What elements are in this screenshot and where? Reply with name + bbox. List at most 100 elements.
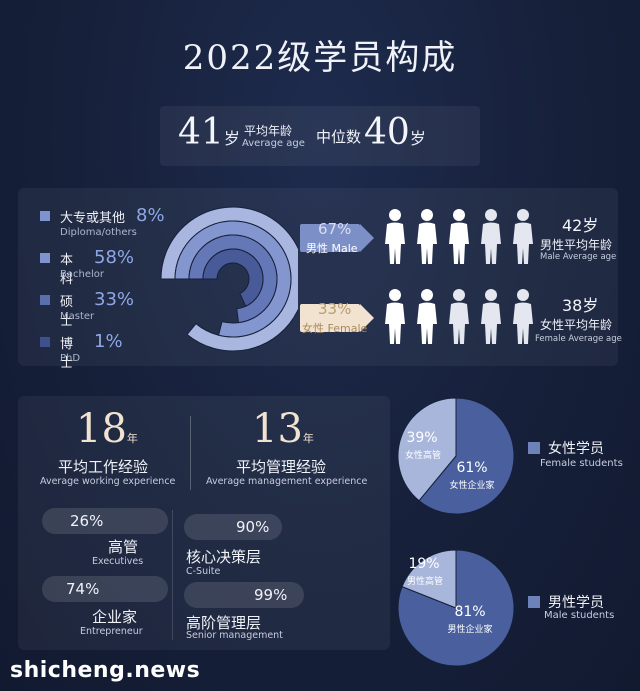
- median-age-unit: 岁: [409, 129, 426, 148]
- female-person-icon: [481, 289, 501, 344]
- average-age-unit: 岁: [223, 129, 240, 148]
- education-radial-chart: [160, 206, 298, 352]
- phd-percent: 1%: [94, 331, 123, 352]
- female-exec-label: 女性高管: [404, 451, 441, 461]
- bachelor-percent: 58%: [94, 247, 135, 268]
- entrepreneur-label: 企业家: [92, 608, 138, 626]
- male-person-icon: [385, 209, 405, 264]
- csuite-label: 核心决策层: [186, 548, 262, 566]
- phd-swatch: [40, 337, 50, 347]
- senior-percent: 99%: [254, 586, 288, 604]
- master-swatch: [40, 295, 50, 305]
- diploma-label: 大专或其他: [60, 211, 126, 226]
- work-experience: 18年: [76, 406, 138, 452]
- female-entrepreneur-slice: [418, 397, 515, 515]
- female-person-icon: [417, 289, 437, 344]
- page-title: 2022级学员构成: [182, 38, 458, 78]
- male-entre-label: 男性企业家: [447, 625, 493, 635]
- radial-master: [188, 234, 278, 324]
- management-experience-label: 平均管理经验: [236, 458, 327, 476]
- roles-divider: [172, 510, 173, 640]
- male-person-icon: [417, 209, 437, 264]
- executives-label-en: Executives: [92, 556, 144, 567]
- csuite-percent: 90%: [236, 518, 270, 536]
- male-legend-label-en: Male students: [544, 610, 615, 621]
- master-label: 硕士: [60, 295, 74, 329]
- experience-panel: [18, 396, 390, 650]
- bachelor-swatch: [40, 253, 50, 263]
- female-person-icon: [449, 289, 469, 344]
- management-experience-unit: 年: [302, 432, 314, 445]
- male-label: 男性 Male: [306, 242, 358, 255]
- female-executive-slice: [397, 397, 457, 502]
- watermark: shicheng.news: [10, 658, 201, 683]
- female-person-icon: [513, 289, 533, 344]
- female-average-age-en: Female Average age: [535, 334, 622, 344]
- executives-label: 高管: [108, 538, 139, 556]
- diploma-percent: 8%: [136, 205, 165, 226]
- senior-pill: [184, 582, 304, 608]
- male-average-age-en: Male Average age: [540, 252, 617, 262]
- female-tag-arrow: [360, 304, 374, 332]
- work-experience-unit: 年: [126, 432, 138, 445]
- female-label: 女性 Female: [302, 322, 368, 335]
- phd-label: 博士: [60, 337, 74, 371]
- male-legend-swatch: [528, 596, 540, 608]
- bachelor-label: 本科: [60, 253, 74, 287]
- female-legend-label: 女性学员: [548, 441, 604, 457]
- senior-label-en: Senior management: [186, 630, 283, 641]
- male-average-age-cn: 男性平均年龄: [540, 238, 613, 252]
- male-exec-percent: 19%: [408, 556, 440, 572]
- median-label: 中位数: [316, 128, 362, 146]
- male-pie-chart: [397, 549, 515, 667]
- male-average-age: 42岁: [562, 216, 599, 235]
- senior-label: 高阶管理层: [186, 614, 262, 632]
- diploma-swatch: [40, 211, 50, 221]
- entrepreneur-label-en: Entrepreneur: [80, 626, 143, 637]
- average-age-label-cn: 平均年龄: [244, 124, 293, 138]
- female-entre-percent: 61%: [456, 460, 488, 476]
- female-average-age: 38岁: [562, 296, 599, 315]
- master-percent: 33%: [94, 289, 135, 310]
- experience-divider: [190, 416, 191, 490]
- executives-percent: 26%: [70, 512, 104, 530]
- entrepreneur-percent: 74%: [66, 580, 100, 598]
- executives-pill: [42, 508, 168, 534]
- male-icon-row: [384, 208, 534, 268]
- male-person-icon: [449, 209, 469, 264]
- work-experience-label-en: Average working experience: [40, 476, 176, 487]
- master-label-en: Master: [60, 311, 95, 322]
- diploma-label-en: Diploma/others: [60, 227, 137, 238]
- female-percent: 33%: [318, 300, 352, 318]
- male-percent: 67%: [318, 220, 352, 238]
- age-panel: [160, 106, 480, 166]
- bachelor-label-en: Bachelor: [60, 269, 104, 280]
- female-pie-chart: [397, 397, 515, 515]
- median-age: 40岁: [364, 112, 426, 153]
- female-entre-label: 女性企业家: [449, 481, 495, 491]
- median-age-value: 40: [364, 112, 410, 153]
- radial-phd: [202, 248, 264, 307]
- female-icon-row: [384, 288, 534, 348]
- management-experience-label-en: Average management experience: [206, 476, 368, 487]
- male-tag-arrow: [360, 224, 374, 252]
- female-average-age-cn: 女性平均年龄: [540, 318, 613, 332]
- phd-label-en: PhD: [60, 353, 81, 364]
- female-exec-percent: 39%: [406, 430, 438, 446]
- average-age-value: 41: [178, 112, 224, 153]
- work-experience-label: 平均工作经验: [58, 458, 149, 476]
- management-experience: 13年: [252, 406, 314, 452]
- average-age-label-en: Average age: [242, 138, 305, 149]
- female-legend-label-en: Female students: [540, 458, 623, 469]
- csuite-pill: [184, 514, 282, 540]
- male-executive-slice: [401, 549, 457, 609]
- female-tag: [300, 304, 360, 332]
- male-person-icon: [513, 209, 533, 264]
- male-entre-percent: 81%: [454, 604, 486, 620]
- female-legend-swatch: [528, 442, 540, 454]
- work-experience-years: 18: [76, 406, 127, 452]
- male-legend-label: 男性学员: [548, 595, 604, 611]
- male-exec-label: 男性高管: [406, 577, 443, 587]
- female-person-icon: [385, 289, 405, 344]
- male-tag: [300, 224, 360, 252]
